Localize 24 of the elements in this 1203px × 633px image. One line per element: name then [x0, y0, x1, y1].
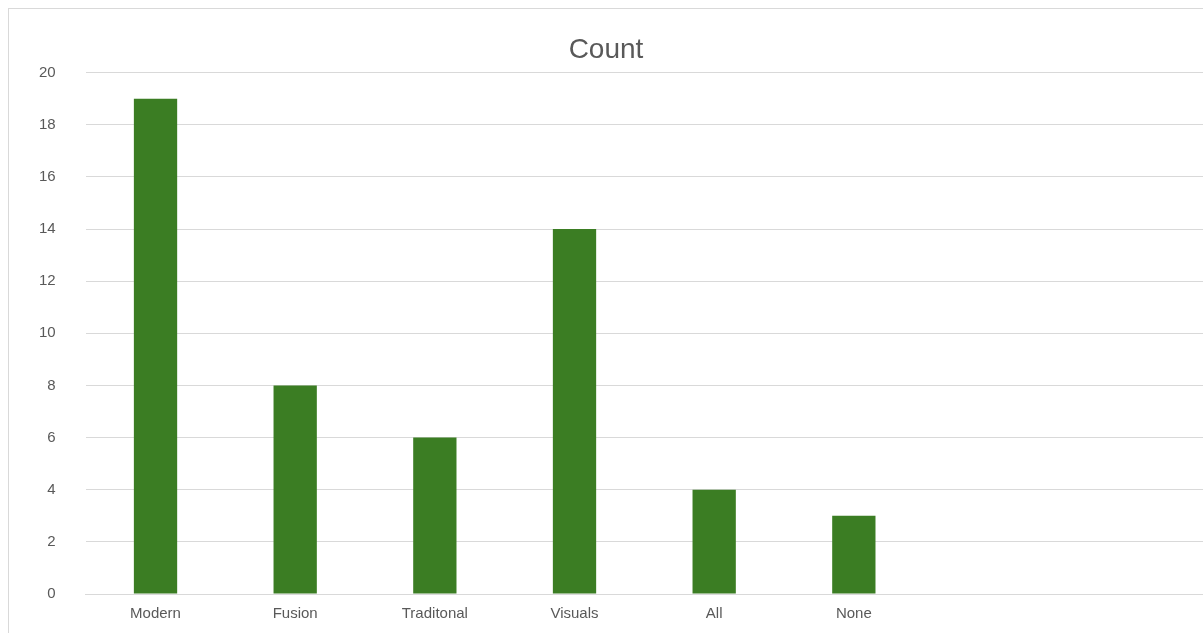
y-tick-label: 6 — [47, 427, 56, 445]
x-tick-label: None — [835, 604, 872, 622]
x-tick-label: Fusion — [272, 604, 318, 622]
chart-title: Count — [568, 32, 644, 64]
bar — [552, 229, 597, 594]
bar — [832, 515, 876, 594]
bar — [133, 98, 178, 594]
y-tick-label: 14 — [39, 219, 56, 237]
y-tick-label: 20 — [39, 62, 56, 80]
x-tick-label: Traditonal — [401, 604, 468, 622]
y-tick-label: 4 — [47, 479, 56, 497]
y-tick-label: 10 — [39, 323, 56, 341]
y-tick-label: 12 — [39, 271, 56, 289]
bar — [692, 489, 736, 594]
y-tick-label: 18 — [39, 114, 56, 132]
bar — [413, 437, 457, 594]
bar — [273, 385, 317, 594]
x-tick-label: All — [705, 604, 723, 622]
y-tick-label: 0 — [47, 584, 56, 602]
x-tick-label: Modern — [130, 604, 181, 622]
y-tick-label: 8 — [47, 375, 56, 393]
x-tick-label: Visuals — [550, 604, 599, 622]
y-tick-label: 16 — [39, 167, 56, 185]
y-tick-label: 2 — [47, 532, 56, 549]
